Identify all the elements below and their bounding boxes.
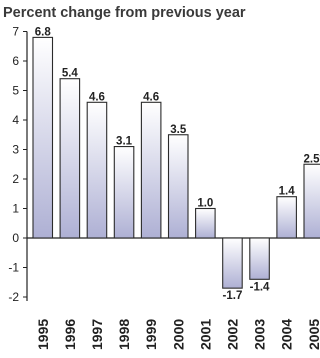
x-tick-label: 1995 <box>35 319 51 350</box>
bar-1996 <box>59 78 81 239</box>
bar-1995 <box>32 36 54 239</box>
bar-1998 <box>113 146 135 239</box>
y-tick-label: 4 <box>12 113 19 127</box>
bar-2001 <box>195 207 216 239</box>
bar-1999 <box>140 101 162 239</box>
x-tick-label: 1998 <box>116 319 132 350</box>
y-tick-label: 5 <box>12 84 19 98</box>
data-label: 3.1 <box>116 136 133 148</box>
bar-2002 <box>222 237 243 289</box>
data-label: 3.5 <box>170 124 187 136</box>
data-label: 4.6 <box>89 91 105 103</box>
x-tick-label: 2004 <box>279 319 295 350</box>
bar-2000 <box>167 134 189 239</box>
x-tick-label: 1997 <box>89 319 105 350</box>
data-label: 2.5* <box>304 153 320 165</box>
data-label: -1.4 <box>250 281 270 293</box>
y-tick-label: 2 <box>12 172 19 186</box>
data-label: -1.7 <box>223 290 243 302</box>
bar-2004 <box>276 196 297 239</box>
data-label: 1.4 <box>279 186 296 198</box>
y-tick-label: -1 <box>8 261 19 275</box>
x-tick-label: 2002 <box>224 319 240 350</box>
x-tick-label: 2000 <box>170 319 186 350</box>
y-tick-label: 7 <box>12 25 19 39</box>
y-tick-label: 1 <box>12 202 19 216</box>
data-labels: 6.8 5.4 4.6 3.1 4.6 3.5 1.0 -1.7 -1.4 1.4 2.5* <box>35 26 320 302</box>
data-label: 4.6 <box>143 91 159 103</box>
x-tick-label: 2001 <box>197 319 213 350</box>
bar-1997 <box>86 101 108 239</box>
y-tick-label: 0 <box>12 231 19 245</box>
y-axis: 7 6 5 4 3 2 1 0 -1 -2 <box>8 25 320 304</box>
chart-title: Percent change from previous year <box>3 5 246 21</box>
bar-2003 <box>249 237 270 280</box>
y-tick-label: -2 <box>8 290 19 304</box>
data-label: 6.8 <box>35 26 52 38</box>
y-tick-label: 6 <box>12 54 19 68</box>
y-tick-label: 3 <box>12 143 19 157</box>
bars <box>32 36 320 289</box>
data-label: 5.4 <box>62 68 79 80</box>
x-tick-label: 1999 <box>143 319 159 350</box>
x-tick-label: 2005 <box>306 319 320 350</box>
x-tick-label: 2003 <box>252 319 268 350</box>
x-axis-labels: 1995 1996 1997 1998 1999 2000 2001 2002 2003 2004… <box>35 319 320 350</box>
data-label: 1.0 <box>197 198 213 210</box>
bar-2005 <box>303 163 320 239</box>
x-tick-label: 1996 <box>62 319 78 350</box>
